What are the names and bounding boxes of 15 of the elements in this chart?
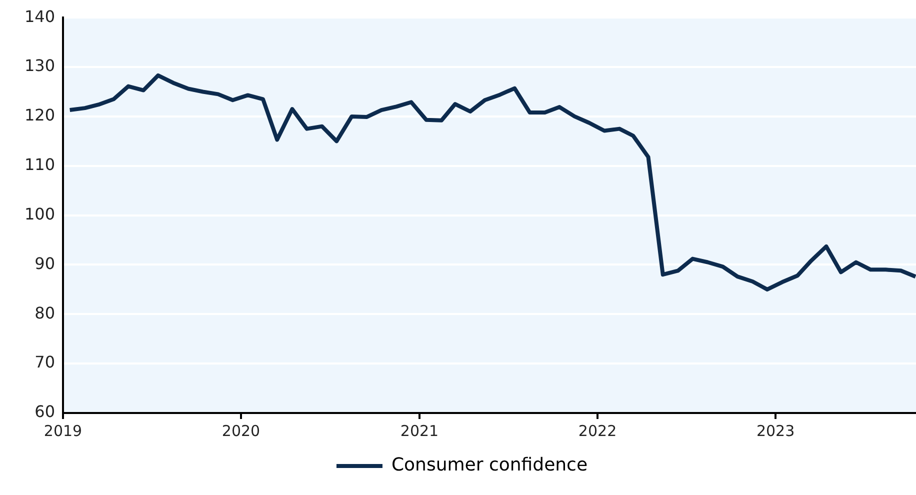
y-tick-label: 60: [34, 402, 55, 422]
y-tick-label: 70: [34, 352, 55, 372]
x-tick-label: 2022: [578, 422, 617, 440]
y-tick-label: 80: [34, 303, 55, 322]
y-tick-label: 110: [24, 155, 55, 174]
x-tick-label: 2023: [756, 422, 795, 440]
x-tick-label: 2021: [400, 422, 439, 440]
y-tick-label: 120: [24, 106, 55, 125]
y-tick-label: 140: [24, 6, 55, 26]
legend-label: Consumer confidence: [391, 454, 588, 476]
y-tick-label: 90: [34, 254, 55, 273]
y-tick-label: 100: [24, 204, 55, 224]
x-tick-label: 2020: [222, 422, 260, 440]
y-tick-label: 130: [24, 56, 55, 76]
x-tick-label: 2019: [44, 422, 82, 440]
